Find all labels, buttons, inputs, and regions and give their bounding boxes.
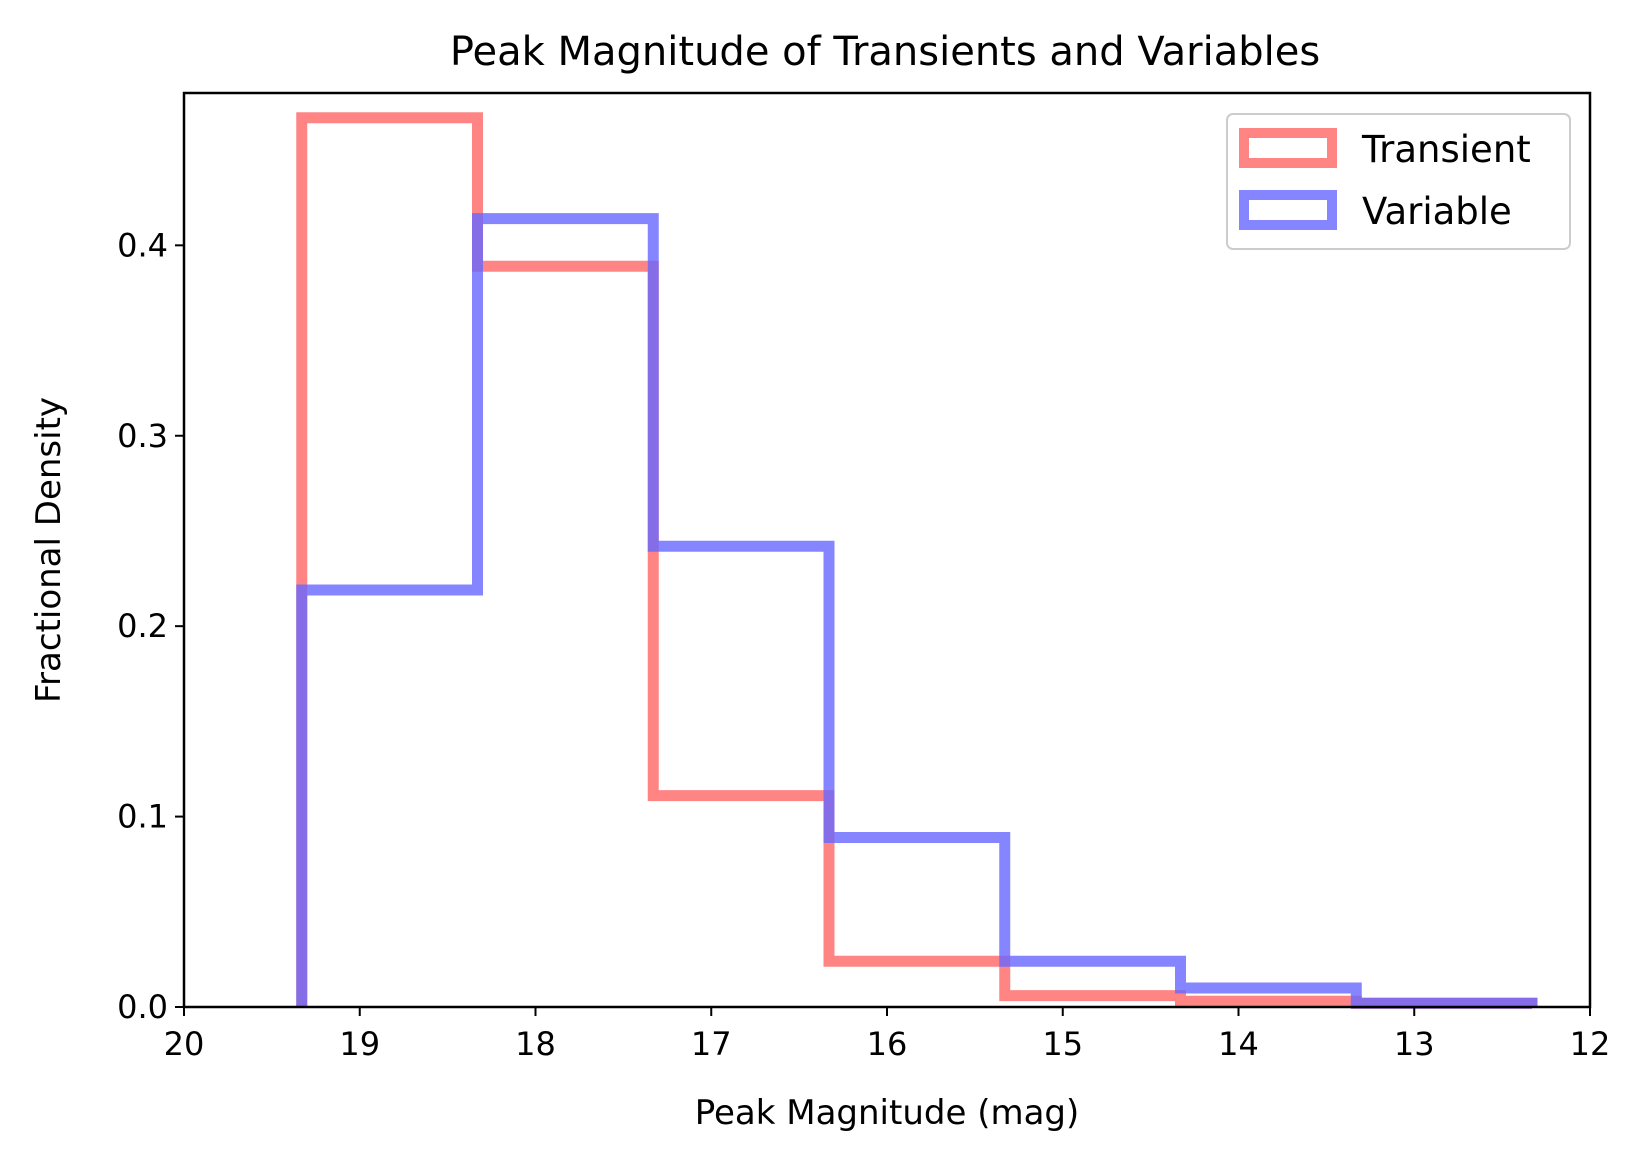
x-tick-label: 17 (691, 1025, 732, 1063)
series-outline-transient (296, 112, 1538, 1009)
series-layer (296, 112, 1538, 1009)
x-axis-ticks: 20 19 18 17 16 15 14 13 12 (164, 1007, 1611, 1063)
y-tick-label: 0.2 (117, 607, 168, 645)
legend-box (1226, 113, 1571, 250)
legend: Transient Variable (1226, 113, 1571, 250)
x-tick-label: 12 (1570, 1025, 1611, 1063)
y-tick-label: 0.0 (117, 988, 168, 1026)
x-tick-label: 14 (1218, 1025, 1259, 1063)
legend-swatch-transient (1239, 128, 1337, 168)
x-tick-label: 16 (867, 1025, 908, 1063)
chart-title: Peak Magnitude of Transients and Variabl… (450, 29, 1320, 75)
y-tick-label: 0.1 (117, 798, 168, 836)
x-tick-label: 18 (515, 1025, 556, 1063)
legend-label-variable: Variable (1362, 190, 1512, 233)
y-axis-label: Fractional Density (29, 397, 69, 703)
x-tick-label: 13 (1394, 1025, 1435, 1063)
legend-label-transient: Transient (1361, 128, 1531, 171)
x-axis-label: Peak Magnitude (mag) (695, 1093, 1080, 1133)
y-axis-ticks: 0.0 0.1 0.2 0.3 0.4 (117, 226, 184, 1026)
y-tick-label: 0.3 (117, 417, 168, 455)
y-tick-label: 0.4 (117, 226, 168, 264)
x-tick-label: 15 (1042, 1025, 1083, 1063)
legend-swatch-variable (1239, 190, 1337, 230)
x-tick-label: 20 (164, 1025, 205, 1063)
x-tick-label: 19 (339, 1025, 380, 1063)
series-outline-variable (296, 213, 1538, 1009)
